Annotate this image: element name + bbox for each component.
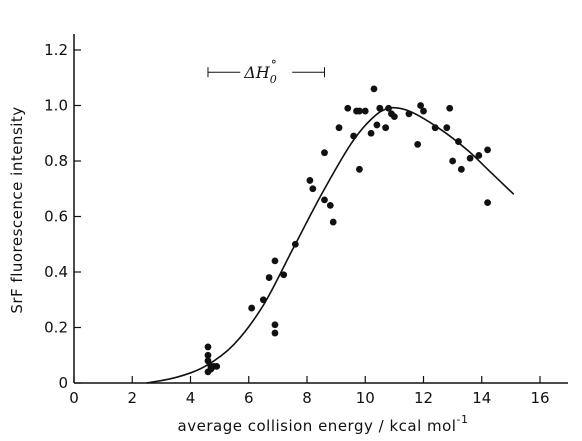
y-tick-label: 1.0 bbox=[44, 97, 68, 115]
annotation-sup: ° bbox=[271, 58, 277, 72]
data-point bbox=[248, 304, 256, 312]
x-tick-label: 12 bbox=[414, 389, 433, 407]
data-point bbox=[414, 140, 422, 148]
data-point bbox=[475, 152, 483, 159]
y-tick-label: 0.2 bbox=[44, 319, 68, 337]
annotation-main: ΔH bbox=[243, 63, 271, 82]
fit-curve bbox=[146, 106, 515, 384]
x-axis-title-sup: -1 bbox=[456, 413, 468, 426]
data-point bbox=[335, 124, 343, 132]
data-point bbox=[309, 185, 317, 193]
data-point bbox=[321, 149, 328, 157]
data-point bbox=[405, 110, 413, 118]
data-point bbox=[271, 329, 279, 337]
y-tick-label: 1.2 bbox=[44, 41, 68, 59]
x-tick-label: 6 bbox=[244, 389, 254, 407]
data-point bbox=[356, 165, 363, 173]
data-point bbox=[280, 271, 288, 279]
data-point bbox=[446, 104, 454, 112]
data-points bbox=[204, 85, 491, 376]
data-point bbox=[344, 104, 352, 112]
data-point bbox=[449, 157, 457, 165]
data-point bbox=[361, 107, 369, 115]
data-point bbox=[356, 107, 363, 115]
x-tick-label: 10 bbox=[356, 389, 375, 407]
data-point bbox=[329, 218, 337, 226]
x-axis-title: average collision energy / kcal mol-1 bbox=[178, 413, 469, 435]
x-tick-label: 4 bbox=[186, 389, 196, 407]
data-point bbox=[382, 124, 390, 132]
x-tick-label: 14 bbox=[472, 389, 491, 407]
data-point bbox=[455, 138, 462, 145]
data-point bbox=[484, 146, 491, 154]
plot-area bbox=[73, 34, 568, 384]
data-point bbox=[466, 154, 474, 162]
data-point bbox=[443, 124, 451, 132]
data-point bbox=[326, 202, 334, 209]
y-ticks: 0 0.2 0.4 0.6 0.8 1.0 1.2 bbox=[44, 41, 81, 392]
data-point bbox=[259, 296, 267, 304]
x-tick-label: 8 bbox=[302, 389, 312, 407]
data-point bbox=[204, 351, 212, 359]
y-tick-label: 0.4 bbox=[44, 263, 68, 281]
data-point bbox=[204, 343, 212, 351]
data-point bbox=[385, 104, 392, 112]
x-ticks: 0 2 4 6 8 10 12 14 16 bbox=[69, 376, 550, 407]
data-point bbox=[271, 257, 279, 265]
delta-h-annotation: ΔH0° bbox=[207, 58, 325, 86]
data-point bbox=[376, 104, 384, 112]
data-point bbox=[321, 196, 328, 204]
annotation-sub: 0 bbox=[270, 73, 277, 86]
annotation-label: ΔH0° bbox=[243, 58, 277, 86]
data-point bbox=[367, 129, 375, 137]
data-point bbox=[457, 165, 465, 173]
data-point bbox=[370, 85, 378, 93]
data-point bbox=[204, 357, 212, 365]
y-axis-title: SrF fluorescence intensity bbox=[8, 106, 26, 313]
y-tick-label: 0.8 bbox=[44, 152, 68, 170]
data-point bbox=[271, 321, 279, 329]
data-point bbox=[484, 199, 491, 207]
data-point bbox=[431, 124, 439, 132]
data-point bbox=[373, 121, 381, 129]
data-point bbox=[265, 274, 273, 281]
data-point bbox=[306, 177, 314, 184]
data-point bbox=[420, 107, 427, 115]
data-point bbox=[417, 102, 424, 109]
x-tick-label: 16 bbox=[530, 389, 549, 407]
x-axis-title-text: average collision energy / kcal mol bbox=[178, 417, 457, 435]
data-point bbox=[390, 113, 398, 120]
x-tick-label: 0 bbox=[69, 389, 79, 407]
data-point bbox=[291, 240, 299, 248]
x-tick-label: 2 bbox=[127, 389, 137, 407]
y-tick-label: 0 bbox=[58, 374, 68, 392]
data-point bbox=[213, 362, 221, 370]
data-point bbox=[350, 132, 357, 140]
data-point bbox=[204, 368, 212, 376]
y-tick-label: 0.6 bbox=[44, 208, 68, 226]
